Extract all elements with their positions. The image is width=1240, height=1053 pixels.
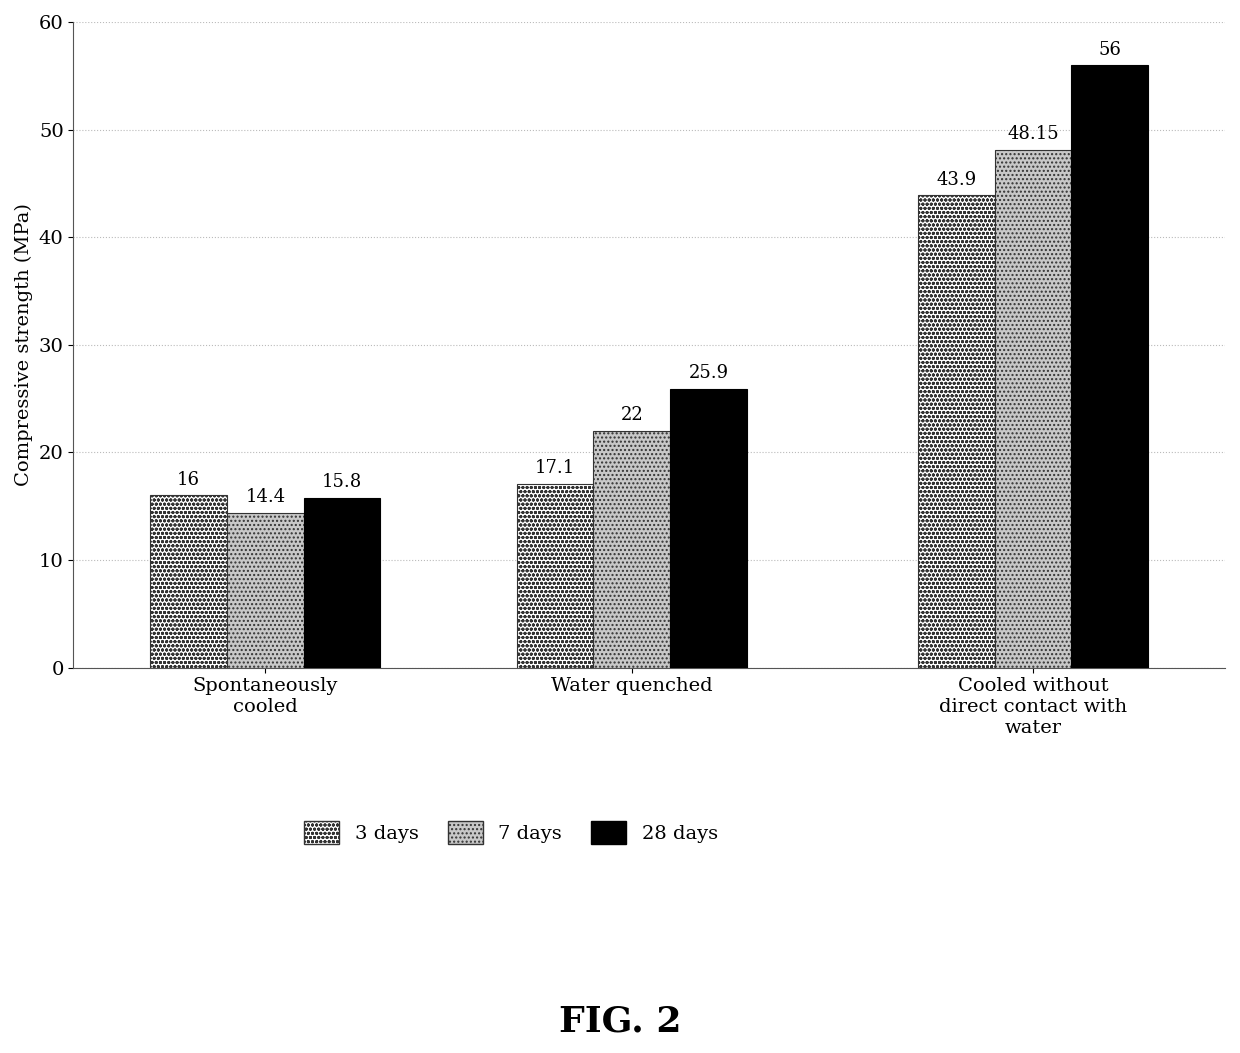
Text: 56: 56 (1099, 41, 1121, 59)
Text: 25.9: 25.9 (688, 364, 729, 382)
Text: 16: 16 (177, 471, 200, 489)
Text: 17.1: 17.1 (534, 459, 575, 477)
Text: 43.9: 43.9 (936, 171, 976, 188)
Bar (670, 389, 746, 668)
Text: 14.4: 14.4 (246, 489, 285, 506)
Bar (517, 483, 594, 668)
Bar (994, 150, 1071, 668)
Text: 22: 22 (620, 406, 644, 424)
Text: FIG. 2: FIG. 2 (559, 1005, 681, 1038)
Y-axis label: Compressive strength (MPa): Compressive strength (MPa) (15, 203, 33, 486)
Bar (1071, 65, 1148, 668)
Text: 15.8: 15.8 (322, 473, 362, 491)
Bar (918, 195, 994, 668)
Bar (150, 495, 227, 668)
Bar (304, 498, 381, 668)
Bar (594, 431, 670, 668)
Bar (227, 513, 304, 668)
Legend: 3 days, 7 days, 28 days: 3 days, 7 days, 28 days (296, 814, 725, 852)
Text: 48.15: 48.15 (1007, 125, 1059, 143)
